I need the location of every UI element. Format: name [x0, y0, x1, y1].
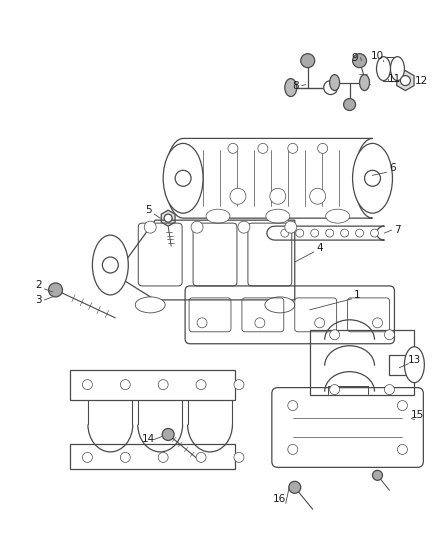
Circle shape — [102, 257, 118, 273]
Text: 10: 10 — [371, 51, 384, 61]
Circle shape — [120, 453, 130, 462]
Text: 5: 5 — [145, 205, 152, 215]
Ellipse shape — [266, 209, 290, 223]
Text: 2: 2 — [35, 280, 42, 290]
Text: 3: 3 — [35, 295, 42, 305]
Text: 12: 12 — [415, 76, 428, 86]
Circle shape — [196, 453, 206, 462]
Circle shape — [301, 54, 314, 68]
Text: 16: 16 — [273, 494, 286, 504]
Circle shape — [310, 188, 326, 204]
Circle shape — [255, 318, 265, 328]
Ellipse shape — [163, 143, 203, 213]
Text: 14: 14 — [141, 434, 155, 445]
Circle shape — [296, 229, 304, 237]
Circle shape — [158, 453, 168, 462]
Circle shape — [397, 445, 407, 455]
Circle shape — [385, 330, 395, 340]
Ellipse shape — [390, 56, 404, 80]
Circle shape — [270, 188, 286, 204]
Circle shape — [234, 379, 244, 390]
Circle shape — [197, 318, 207, 328]
Ellipse shape — [326, 209, 350, 223]
Circle shape — [364, 171, 381, 186]
Circle shape — [330, 330, 339, 340]
Ellipse shape — [377, 56, 390, 80]
Circle shape — [341, 229, 349, 237]
Circle shape — [324, 80, 338, 94]
Text: 13: 13 — [408, 354, 421, 365]
Ellipse shape — [135, 297, 165, 313]
Circle shape — [228, 143, 238, 154]
Text: 4: 4 — [316, 243, 323, 253]
Circle shape — [230, 188, 246, 204]
Circle shape — [288, 143, 298, 154]
Circle shape — [356, 229, 364, 237]
Circle shape — [191, 221, 203, 233]
Circle shape — [326, 229, 334, 237]
Circle shape — [400, 76, 410, 86]
Text: 9: 9 — [351, 53, 358, 63]
Text: 7: 7 — [394, 225, 401, 235]
Ellipse shape — [206, 209, 230, 223]
Circle shape — [311, 229, 319, 237]
Circle shape — [82, 379, 92, 390]
Circle shape — [158, 379, 168, 390]
Circle shape — [330, 385, 339, 394]
Circle shape — [82, 453, 92, 462]
Ellipse shape — [92, 235, 128, 295]
Circle shape — [397, 401, 407, 410]
Circle shape — [144, 221, 156, 233]
Circle shape — [372, 470, 382, 480]
Circle shape — [175, 171, 191, 186]
Circle shape — [285, 221, 297, 233]
Circle shape — [371, 229, 378, 237]
Text: 11: 11 — [388, 74, 401, 84]
Circle shape — [289, 481, 301, 493]
Text: 15: 15 — [411, 409, 424, 419]
Circle shape — [318, 143, 328, 154]
Polygon shape — [161, 210, 175, 226]
Circle shape — [234, 453, 244, 462]
Circle shape — [49, 283, 63, 297]
Circle shape — [258, 143, 268, 154]
Ellipse shape — [330, 75, 339, 91]
Ellipse shape — [360, 75, 370, 91]
Ellipse shape — [353, 143, 392, 213]
Circle shape — [238, 221, 250, 233]
Circle shape — [281, 229, 289, 237]
Circle shape — [353, 54, 367, 68]
Text: 8: 8 — [293, 80, 299, 91]
Circle shape — [162, 429, 174, 440]
Text: 6: 6 — [389, 163, 396, 173]
Circle shape — [343, 99, 356, 110]
Circle shape — [385, 385, 395, 394]
Circle shape — [288, 401, 298, 410]
Circle shape — [120, 379, 130, 390]
Ellipse shape — [285, 78, 297, 96]
Circle shape — [314, 318, 325, 328]
Circle shape — [372, 318, 382, 328]
Circle shape — [196, 379, 206, 390]
Circle shape — [288, 445, 298, 455]
Text: 1: 1 — [354, 290, 361, 300]
Ellipse shape — [265, 297, 295, 313]
Circle shape — [164, 214, 172, 222]
Polygon shape — [397, 71, 414, 91]
Ellipse shape — [404, 347, 424, 383]
